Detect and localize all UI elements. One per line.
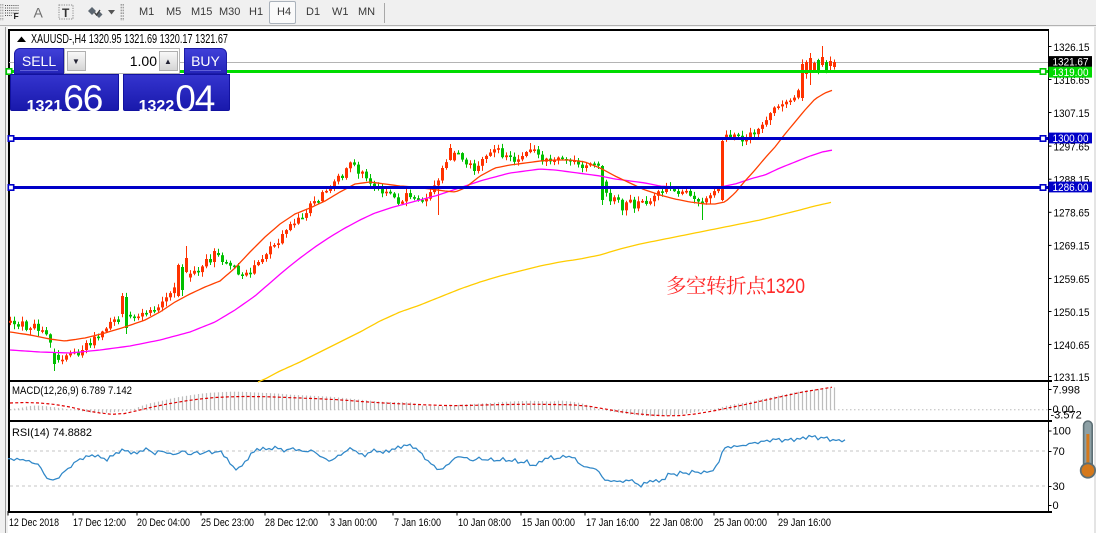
svg-text:22 Jan 08:00: 22 Jan 08:00 [650,517,703,529]
svg-text:7 Jan 16:00: 7 Jan 16:00 [394,517,441,529]
svg-text:1240.65: 1240.65 [1054,340,1090,352]
svg-text:1320: 1320 [766,275,805,298]
svg-text:A: A [34,5,44,21]
svg-text:1316.65: 1316.65 [1054,75,1090,87]
svg-text:MACD(12,26,9) 6.789 7.142: MACD(12,26,9) 6.789 7.142 [12,385,132,397]
svg-text:12 Dec 2018: 12 Dec 2018 [9,517,59,529]
svg-text:1297.65: 1297.65 [1054,141,1090,153]
svg-text:17 Dec 12:00: 17 Dec 12:00 [73,517,126,529]
svg-text:7.998: 7.998 [1053,384,1081,396]
svg-text:1326.15: 1326.15 [1054,42,1090,54]
svg-text:15 Jan 00:00: 15 Jan 00:00 [522,517,575,529]
svg-text:100: 100 [1053,425,1071,437]
svg-text:25 Jan 00:00: 25 Jan 00:00 [714,517,767,529]
svg-text:RSI(14) 74.8882: RSI(14) 74.8882 [12,427,92,439]
svg-text:1286.00: 1286.00 [1053,182,1089,194]
svg-text:0.00: 0.00 [1053,404,1074,416]
svg-text:F: F [14,11,19,21]
svg-text:1250.15: 1250.15 [1054,307,1090,319]
svg-text:1259.65: 1259.65 [1054,274,1090,286]
svg-text:0: 0 [1053,500,1059,512]
svg-text:28 Dec 12:00: 28 Dec 12:00 [265,517,318,529]
svg-text:1278.65: 1278.65 [1054,208,1090,220]
svg-text:1307.15: 1307.15 [1054,108,1090,120]
svg-text:10 Jan 08:00: 10 Jan 08:00 [458,517,511,529]
svg-text:29 Jan 16:00: 29 Jan 16:00 [778,517,831,529]
svg-text:1321.67: 1321.67 [1053,56,1089,68]
svg-text:T: T [62,6,70,20]
svg-text:1300.00: 1300.00 [1053,133,1089,145]
svg-text:25 Dec 23:00: 25 Dec 23:00 [201,517,254,529]
svg-text:3 Jan 00:00: 3 Jan 00:00 [330,517,377,529]
svg-text:1269.15: 1269.15 [1054,241,1090,253]
svg-text:70: 70 [1053,446,1065,458]
svg-text:30: 30 [1053,481,1065,493]
svg-text:17 Jan 16:00: 17 Jan 16:00 [586,517,639,529]
svg-text:20 Dec 04:00: 20 Dec 04:00 [137,517,190,529]
svg-text:1231.15: 1231.15 [1054,372,1090,384]
svg-text:-3.572: -3.572 [1051,409,1082,421]
svg-text:XAUUSD-,H4 1320.95 1321.69 13: XAUUSD-,H4 1320.95 1321.69 1320.17 1321.… [31,32,228,46]
svg-text:1319.00: 1319.00 [1053,67,1089,79]
